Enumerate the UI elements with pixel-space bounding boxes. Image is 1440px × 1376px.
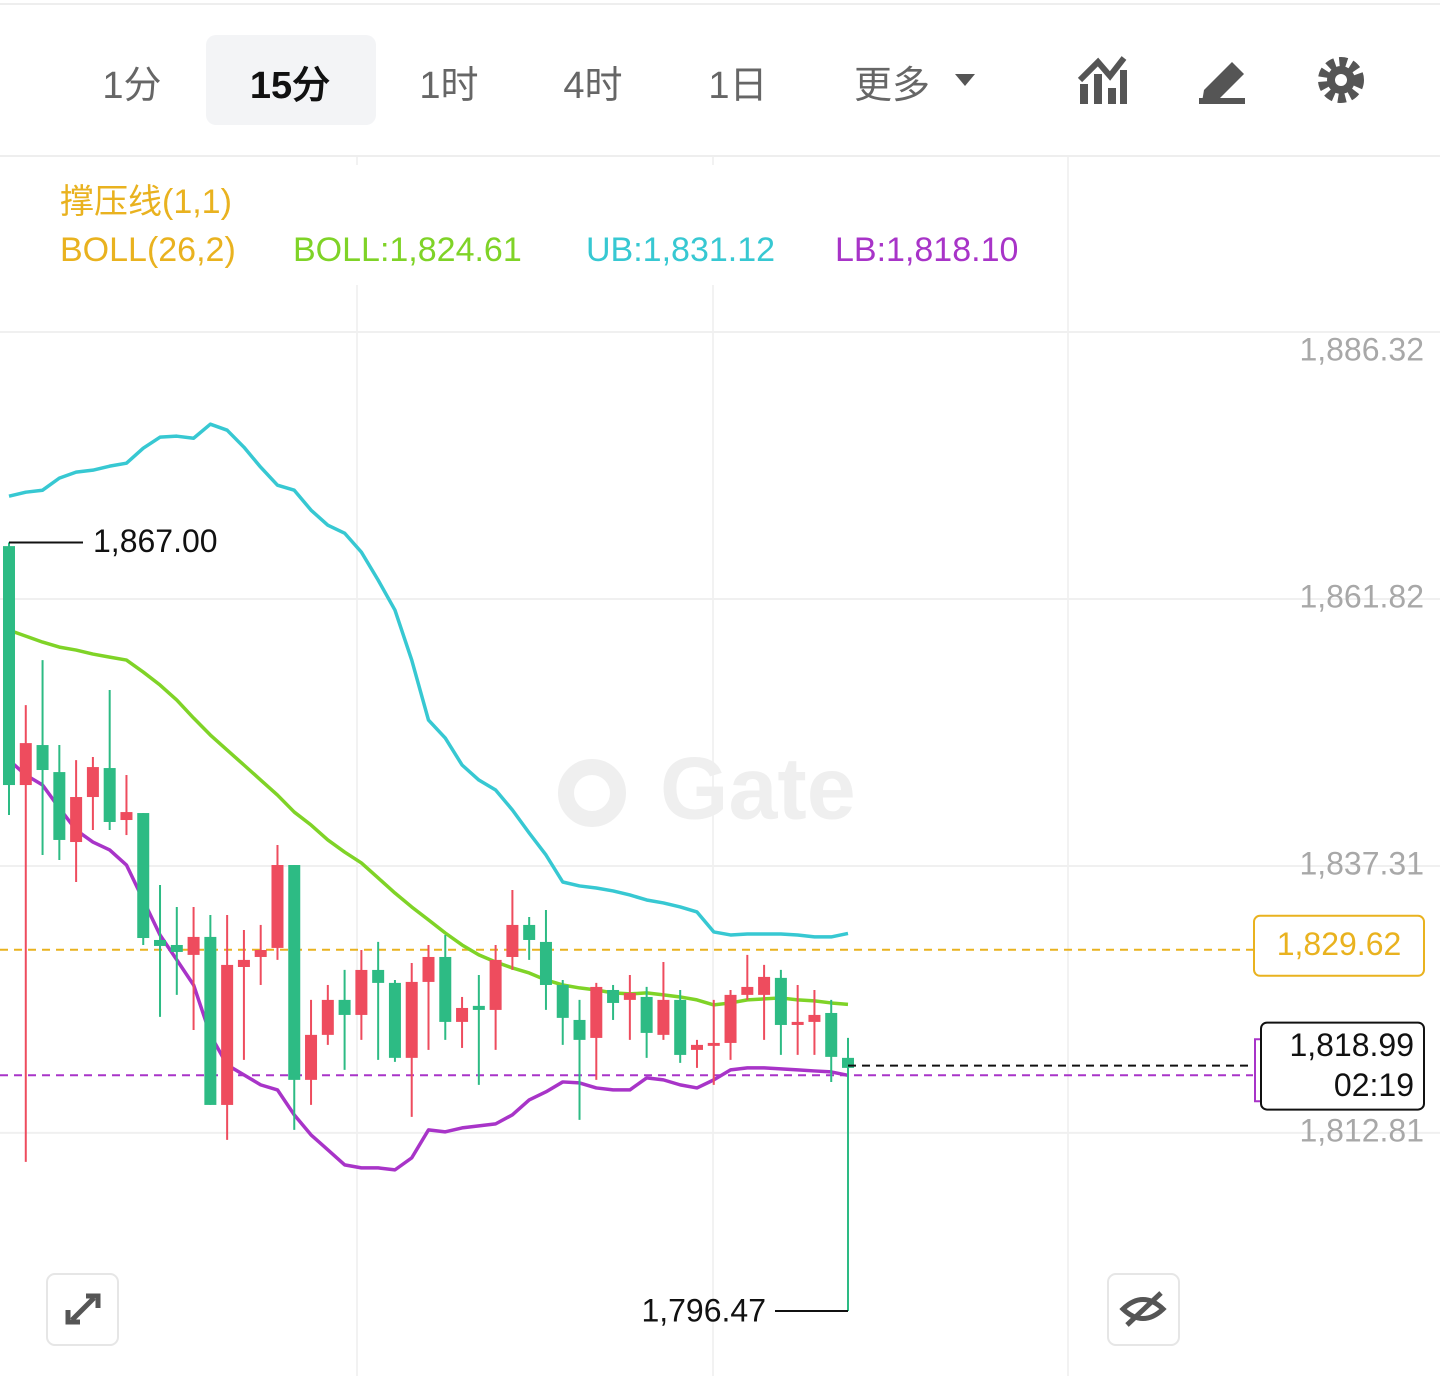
candle-body	[187, 936, 200, 955]
legend-bg	[0, 165, 1060, 285]
candle-body	[372, 969, 385, 983]
boll-line	[8, 422, 849, 939]
candle-body	[3, 546, 15, 786]
candle-body	[19, 743, 32, 786]
support-label: 1,829.62	[1277, 926, 1402, 962]
legend-entry: BOLL:1,824.61	[293, 231, 522, 269]
candle-body	[724, 994, 737, 1043]
indicator-icon[interactable]	[1077, 56, 1127, 104]
candle-body	[305, 1034, 318, 1080]
candle-body	[36, 745, 49, 771]
price-label: 1,818.99	[1289, 1027, 1414, 1063]
candle-body	[456, 1007, 469, 1022]
candle-body	[221, 964, 234, 1105]
candle-body	[657, 999, 670, 1035]
candle-body	[506, 924, 519, 957]
lb-tag	[1254, 1038, 1260, 1103]
candle-body	[288, 865, 301, 1080]
legend-entry: LB:1,818.10	[835, 231, 1018, 269]
candle-body	[674, 999, 687, 1055]
y-tick-label: 1,812.81	[1299, 1112, 1424, 1148]
low-label: 1,796.47	[641, 1292, 766, 1328]
candle-body	[690, 1044, 703, 1050]
candle-body	[70, 797, 83, 843]
candle-body	[556, 984, 569, 1018]
settings-icon[interactable]	[1318, 57, 1364, 103]
candle-body	[774, 977, 787, 1025]
candle-body	[86, 767, 99, 798]
support-box	[1253, 914, 1425, 977]
interval-tab[interactable]: 1日	[708, 65, 767, 107]
y-tick-label: 1,861.82	[1299, 578, 1424, 614]
candle-body	[120, 812, 133, 821]
candle-body	[338, 999, 351, 1015]
y-tick-label: 1,837.31	[1299, 845, 1424, 881]
candle-body	[825, 1012, 838, 1057]
candle-body	[573, 1019, 586, 1040]
interval-tab[interactable]: 1分	[102, 65, 161, 107]
candle-body	[590, 986, 603, 1038]
candle-body	[204, 936, 217, 1105]
candle-body	[472, 1005, 485, 1010]
active-tab-bg	[206, 35, 376, 125]
candle-body	[758, 976, 771, 995]
candle-body	[422, 956, 435, 982]
candle-body	[623, 992, 636, 1000]
candle-body	[154, 939, 167, 946]
fullscreen-button[interactable]	[46, 1273, 119, 1346]
candle-body	[388, 982, 401, 1058]
legend-entry: UB:1,831.12	[586, 231, 775, 269]
candle-body	[170, 944, 183, 952]
countdown: 02:19	[1334, 1067, 1414, 1103]
candle-body	[741, 986, 754, 995]
draw-icon[interactable]	[1199, 62, 1245, 104]
candle-body	[439, 956, 452, 1022]
watermark: Gate	[660, 738, 856, 837]
candle-body	[355, 969, 368, 1015]
hide-button[interactable]	[1107, 1273, 1180, 1346]
candle-body	[640, 996, 653, 1033]
candle-body	[53, 772, 66, 840]
watermark-logo	[558, 759, 626, 827]
interval-tab[interactable]: 4时	[563, 65, 622, 107]
dropdown-arrow[interactable]	[955, 74, 975, 86]
interval-tab[interactable]: 15分	[250, 65, 330, 107]
high-label: 1,867.00	[93, 523, 218, 559]
plot: Gate 撑压线(1,1) BOLL(26,2) BOLL:1,824.61 UB:1,…	[0, 183, 1440, 1328]
candle-body	[321, 999, 334, 1035]
interval-tab[interactable]: 更多	[854, 65, 930, 107]
boll-line	[8, 628, 849, 1007]
candle-body	[237, 959, 250, 967]
indicator-name: 撑压线(1,1)	[60, 183, 232, 221]
candle-body	[607, 989, 620, 1003]
y-tick-label: 1,886.32	[1299, 331, 1424, 367]
candle-body	[523, 924, 536, 940]
price-box	[1260, 1021, 1425, 1111]
candle-body	[489, 959, 502, 1010]
indicator-name: BOLL(26,2)	[60, 231, 236, 269]
candle-body	[707, 1042, 720, 1046]
candle-body	[271, 865, 284, 948]
candle-body	[842, 1057, 854, 1068]
interval-tab[interactable]: 1时	[419, 65, 478, 107]
candle-body	[137, 813, 150, 939]
candle-body	[405, 981, 418, 1058]
candle-body	[539, 941, 552, 985]
candle-body	[254, 949, 267, 957]
interval-tabs: 1分 15分 1时 4时 1日 更多	[102, 35, 930, 125]
candle-body	[791, 1021, 804, 1025]
candle-body	[808, 1014, 821, 1022]
candle-body	[103, 768, 116, 822]
